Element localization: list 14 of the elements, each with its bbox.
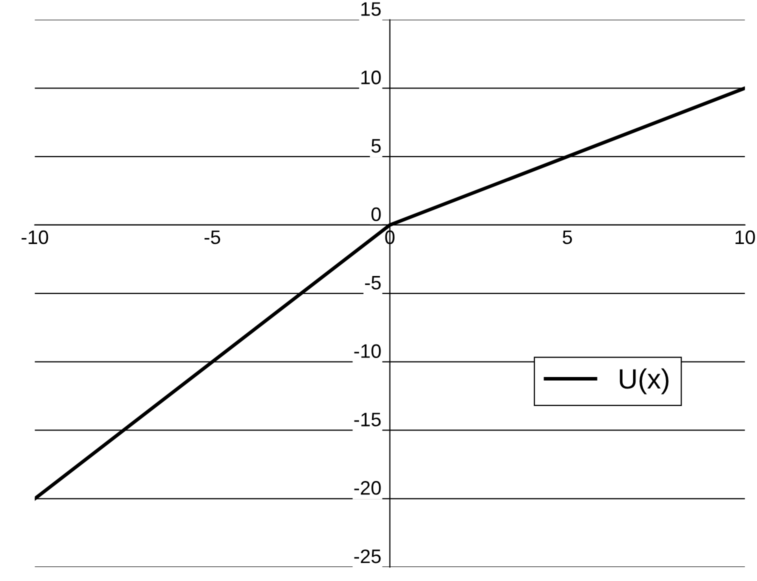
x-tick-label: -5 <box>204 230 220 244</box>
x-tick-label: 5 <box>562 230 572 244</box>
y-tick-label: 5 <box>371 139 381 153</box>
y-tick-label: -15 <box>354 412 381 426</box>
y-tick-label: -10 <box>354 344 381 358</box>
y-tick-label: -25 <box>354 549 381 564</box>
x-tick-label: 10 <box>736 230 755 244</box>
x-tick-label: -10 <box>22 230 48 244</box>
y-tick-label: -5 <box>365 276 381 290</box>
y-tick-label: -20 <box>354 481 381 495</box>
y-tick-label: 10 <box>361 70 381 84</box>
legend-label: U(x) <box>620 368 668 394</box>
y-tick-label: 15 <box>361 2 381 16</box>
y-tick-label: 0 <box>371 207 381 222</box>
